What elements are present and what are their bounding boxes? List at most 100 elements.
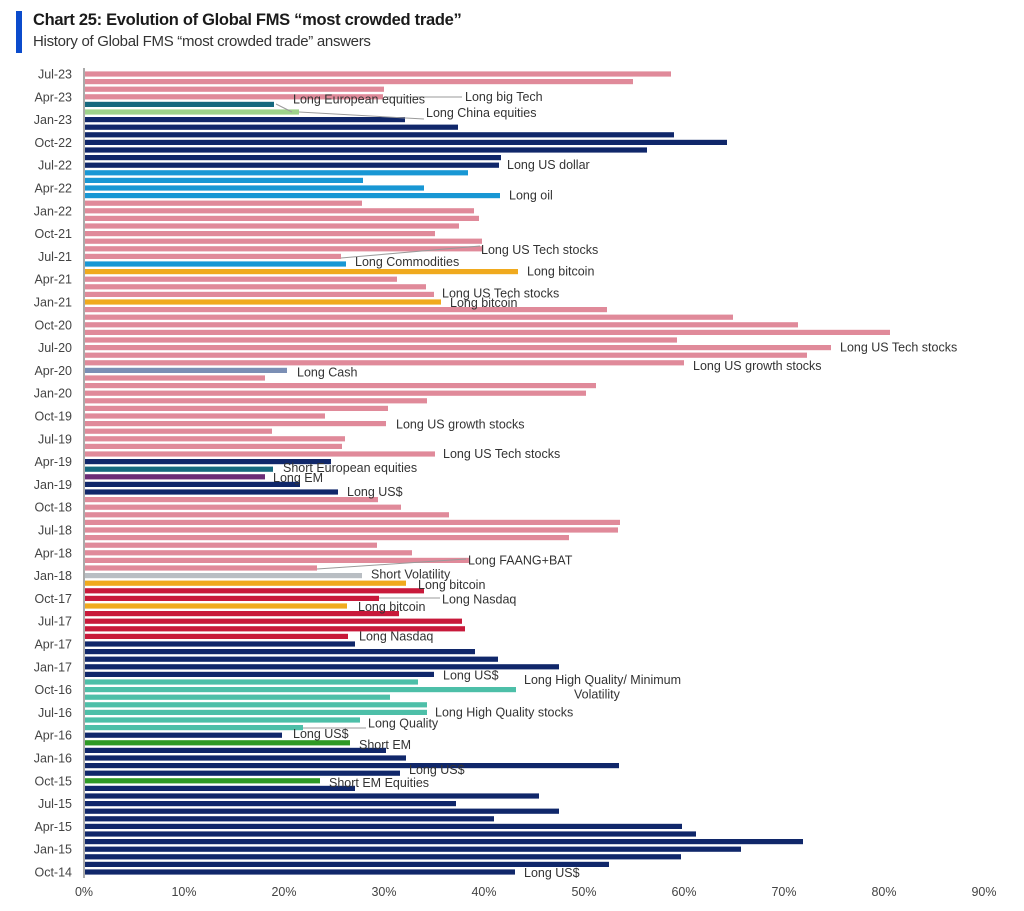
- bar-may-19: [85, 451, 435, 457]
- bar-jan-18: [85, 573, 362, 579]
- bar-mar-23: [85, 101, 274, 107]
- y-tick-label: Oct-16: [34, 683, 72, 697]
- bar-jan-19: [85, 481, 300, 487]
- bar-dec-19: [85, 398, 427, 404]
- bar-jul-16: [85, 709, 427, 715]
- bar-aug-19: [85, 428, 272, 434]
- bar-jun-22: [85, 170, 468, 176]
- y-tick-label: Jul-19: [38, 432, 72, 446]
- bar-jul-20: [85, 345, 831, 351]
- annotation-label: Long Nasdaq: [359, 629, 433, 643]
- bar-may-15: [85, 816, 494, 822]
- bar-may-17: [85, 633, 348, 639]
- x-tick-label: 30%: [371, 885, 396, 899]
- annotation-leader-line: [275, 103, 293, 113]
- bar-aug-16: [85, 702, 427, 708]
- bar-jul-19: [85, 436, 345, 442]
- bar-oct-19: [85, 413, 325, 419]
- bar-jul-18: [85, 527, 618, 533]
- bar-mar-21: [85, 284, 426, 290]
- y-tick-label: Apr-22: [34, 182, 72, 196]
- bar-may-18: [85, 542, 377, 548]
- annotation-label: Long FAANG+BAT: [468, 553, 573, 567]
- bar-jul-21: [85, 253, 341, 259]
- bar-sep-21: [85, 238, 482, 244]
- annotation-label: Long US Tech stocks: [443, 447, 560, 461]
- bar-mar-15: [85, 831, 696, 837]
- y-tick-label: Jan-19: [34, 478, 72, 492]
- x-tick-label: 20%: [271, 885, 296, 899]
- bar-feb-15: [85, 839, 803, 845]
- y-tick-label: Oct-19: [34, 410, 72, 424]
- x-tick-label: 50%: [571, 885, 596, 899]
- bar-jul-23: [85, 71, 671, 77]
- y-tick-label: Jan-15: [34, 843, 72, 857]
- bar-mar-18: [85, 557, 469, 563]
- y-tick-label: Jan-16: [34, 752, 72, 766]
- bar-feb-20: [85, 383, 596, 389]
- x-tick-label: 70%: [771, 885, 796, 899]
- annotation-label: Long oil: [509, 189, 553, 203]
- y-tick-label: Oct-15: [34, 774, 72, 788]
- bar-nov-22: [85, 132, 674, 138]
- annotation-leader-line: [298, 111, 425, 120]
- y-tick-label: Apr-19: [34, 455, 72, 469]
- bar-mar-22: [85, 193, 500, 199]
- annotation-label: Long Nasdaq: [442, 592, 516, 606]
- bars-group: [85, 71, 890, 875]
- bar-nov-19: [85, 405, 388, 411]
- bar-jun-18: [85, 535, 569, 541]
- bar-jan-22: [85, 208, 474, 214]
- chart-title: Chart 25: Evolution of Global FMS “most …: [33, 11, 462, 29]
- y-tick-label: Jul-16: [38, 706, 72, 720]
- bar-nov-18: [85, 497, 378, 503]
- bar-oct-17: [85, 595, 379, 601]
- bar-feb-17: [85, 656, 498, 662]
- annotation-label: Long Quality: [368, 717, 439, 731]
- y-tick-label: Apr-21: [34, 273, 72, 287]
- bar-oct-21: [85, 231, 435, 237]
- bar-jan-23: [85, 117, 405, 123]
- bar-dec-16: [85, 671, 434, 677]
- annotation-label: Short Volatility: [371, 568, 451, 582]
- bar-aug-20: [85, 337, 677, 343]
- bar-feb-19: [85, 474, 265, 480]
- bar-feb-22: [85, 200, 362, 206]
- y-tick-label: Jul-20: [38, 341, 72, 355]
- annotation-label: Long bitcoin: [358, 600, 425, 614]
- bar-nov-16: [85, 679, 418, 685]
- x-tick-label: 0%: [75, 885, 93, 899]
- annotation-label: Long US growth stocks: [396, 418, 525, 432]
- bar-aug-17: [85, 611, 399, 617]
- bar-aug-22: [85, 155, 501, 161]
- x-tick-label: 90%: [971, 885, 996, 899]
- y-tick-label: Jul-21: [38, 250, 72, 264]
- y-tick-label: Apr-15: [34, 820, 72, 834]
- bar-jun-16: [85, 717, 360, 723]
- x-tick-label: 60%: [671, 885, 696, 899]
- y-tick-label: Jan-21: [34, 296, 72, 310]
- annotation-label: Long US Tech stocks: [840, 341, 957, 355]
- bar-feb-21: [85, 291, 434, 297]
- x-tick-label: 80%: [871, 885, 896, 899]
- bar-apr-20: [85, 367, 287, 373]
- bar-nov-15: [85, 770, 400, 776]
- bar-oct-14: [85, 869, 515, 875]
- annotation-label: Short European equities: [283, 461, 417, 475]
- bar-oct-20: [85, 322, 798, 328]
- x-tick-label: 40%: [471, 885, 496, 899]
- bar-apr-19: [85, 459, 331, 465]
- bar-aug-21: [85, 246, 482, 252]
- bar-jan-15: [85, 846, 741, 852]
- annotation-label: Long US$: [524, 866, 580, 880]
- bar-apr-17: [85, 641, 355, 647]
- bar-oct-16: [85, 687, 516, 693]
- annotation-label: Long US Tech stocks: [442, 286, 559, 300]
- y-tick-label: Oct-20: [34, 318, 72, 332]
- chart-subtitle: History of Global FMS “most crowded trad…: [33, 33, 371, 50]
- bar-dec-18: [85, 489, 338, 495]
- bar-jan-17: [85, 664, 559, 670]
- annotation-label: Long Commodities: [355, 255, 459, 269]
- annotation-label: Long China equities: [426, 106, 537, 120]
